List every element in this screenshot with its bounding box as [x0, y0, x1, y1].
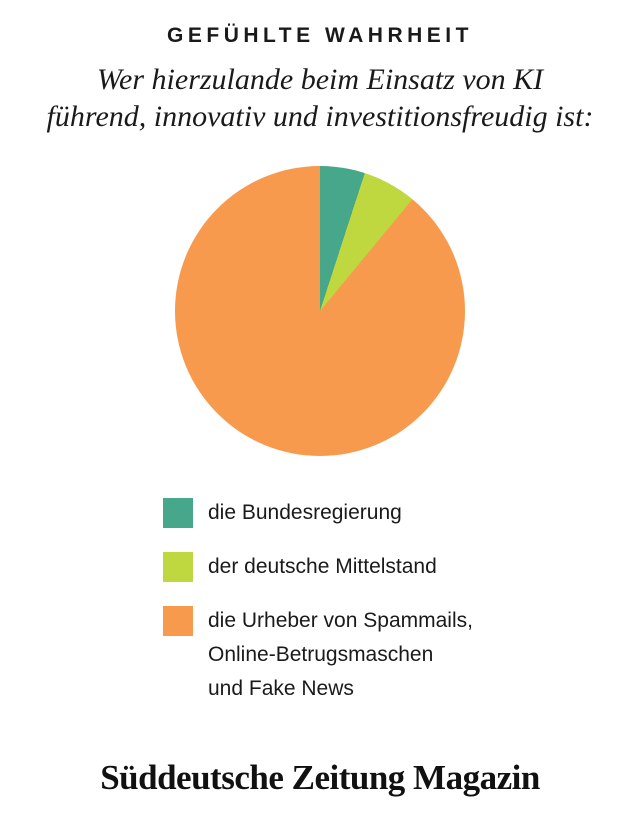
chart-legend: die Bundesregierung der deutsche Mittels…: [163, 496, 640, 706]
legend-item-mittelstand: der deutsche Mittelstand: [163, 550, 640, 584]
page-title: GEFÜHLTE WAHRHEIT: [167, 24, 473, 47]
chart-subtitle-line2: führend, innovativ und investitionsfreud…: [46, 99, 594, 133]
legend-swatch-orange-icon: [163, 605, 193, 636]
legend-label: der deutsche Mittelstand: [208, 554, 437, 578]
legend-item-bundesregierung: die Bundesregierung: [163, 496, 640, 530]
legend-label: die Urheber von Spammails, Online-Betrug…: [208, 608, 473, 700]
chart-subtitle-line1: Wer hierzulande beim Einsatz von KI: [96, 63, 544, 96]
legend-swatch-teal-icon: [163, 497, 193, 528]
chart-subtitle: Wer hierzulande beim Einsatz von KI führ…: [0, 62, 640, 136]
legend-swatch-lime-icon: [163, 551, 193, 582]
legend-item-spammails: die Urheber von Spammails, Online-Betrug…: [163, 604, 640, 706]
legend-label: die Bundesregierung: [208, 500, 402, 524]
pie-chart-container: [175, 165, 465, 456]
pie-chart: [175, 165, 465, 456]
sz-magazin-logo: Süddeutsche Zeitung Magazin: [100, 758, 540, 797]
